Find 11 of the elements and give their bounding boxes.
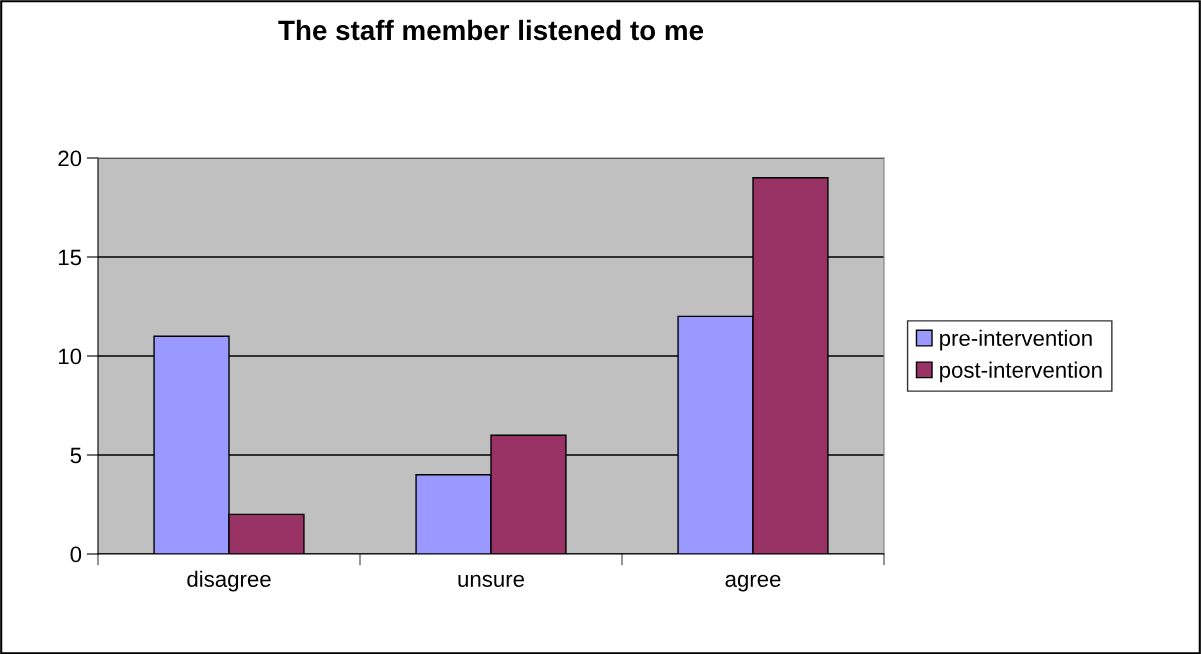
y-tick-label: 5 [70, 447, 82, 464]
chart-title: The staff member listened to me [278, 19, 704, 41]
legend-label: pre-intervention [940, 329, 1092, 351]
y-tick-label: 10 [59, 348, 82, 365]
y-tick-label: 20 [58, 150, 82, 167]
legend-label: post-intervention [940, 361, 1102, 383]
x-tick-label: unsure [458, 574, 524, 587]
y-tick-label: 0 [70, 546, 82, 563]
x-tick-label: agree [725, 574, 781, 592]
x-tick-label: disagree [187, 570, 271, 592]
y-tick-label: 15 [59, 249, 82, 266]
